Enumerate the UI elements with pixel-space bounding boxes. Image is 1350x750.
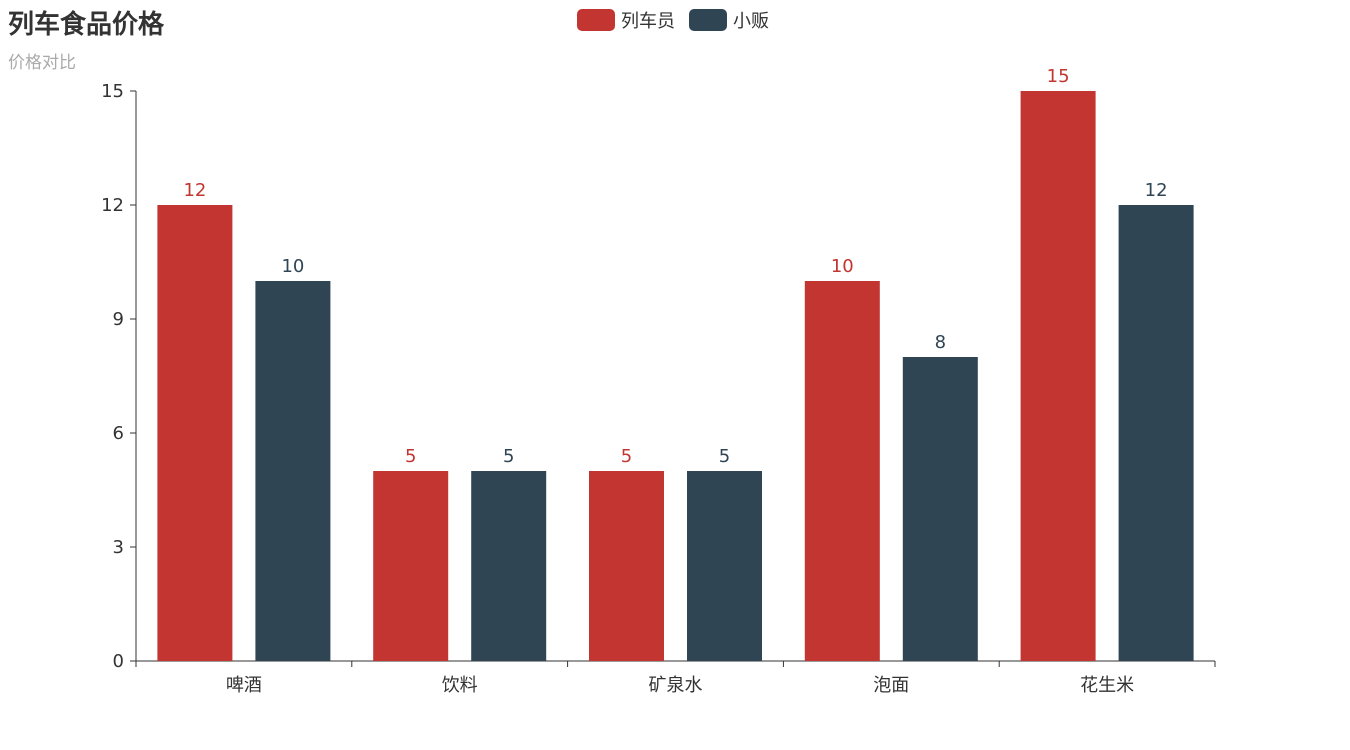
bar [1020,91,1096,661]
y-tick-label: 3 [113,537,124,558]
chart-subtitle: 价格对比 [8,53,76,73]
bar-data-label: 8 [935,332,946,353]
bar-data-label: 5 [719,446,730,467]
x-tick-label: 啤酒 [226,675,262,696]
x-tick-label: 泡面 [873,675,909,696]
bar-data-label: 5 [503,446,514,467]
y-tick-label: 6 [113,423,124,444]
bar [589,471,664,661]
bar-data-label: 5 [405,446,416,467]
y-tick-label: 0 [113,651,124,672]
y-tick-label: 9 [113,309,124,330]
legend-swatch-series-1 [689,9,727,31]
legend: 列车员 小贩 [577,7,769,33]
legend-item-series-0[interactable]: 列车员 [577,7,675,33]
bar [1118,205,1194,661]
bar-data-label: 12 [183,180,206,201]
y-tick-label: 15 [101,81,124,102]
bar [255,281,331,661]
bar [157,205,233,661]
legend-item-series-1[interactable]: 小贩 [689,7,769,33]
x-tick-label: 饮料 [442,675,478,696]
x-tick-label: 矿泉水 [649,675,703,696]
bar-data-label: 10 [281,256,304,277]
x-tick-label: 花生米 [1080,675,1134,696]
bar-data-label: 10 [831,256,854,277]
bar [687,471,762,661]
y-tick-label: 12 [101,195,124,216]
bar [902,357,978,661]
bar-data-label: 5 [621,446,632,467]
bar [804,281,880,661]
bar [373,471,449,661]
bar-data-label: 15 [1047,66,1070,87]
legend-label-series-1: 小贩 [733,11,769,32]
bar-data-label: 12 [1145,180,1168,201]
legend-label-series-0: 列车员 [621,11,675,32]
chart-title: 列车食品价格 [8,10,165,40]
legend-swatch-series-0 [577,9,615,31]
bar [471,471,547,661]
